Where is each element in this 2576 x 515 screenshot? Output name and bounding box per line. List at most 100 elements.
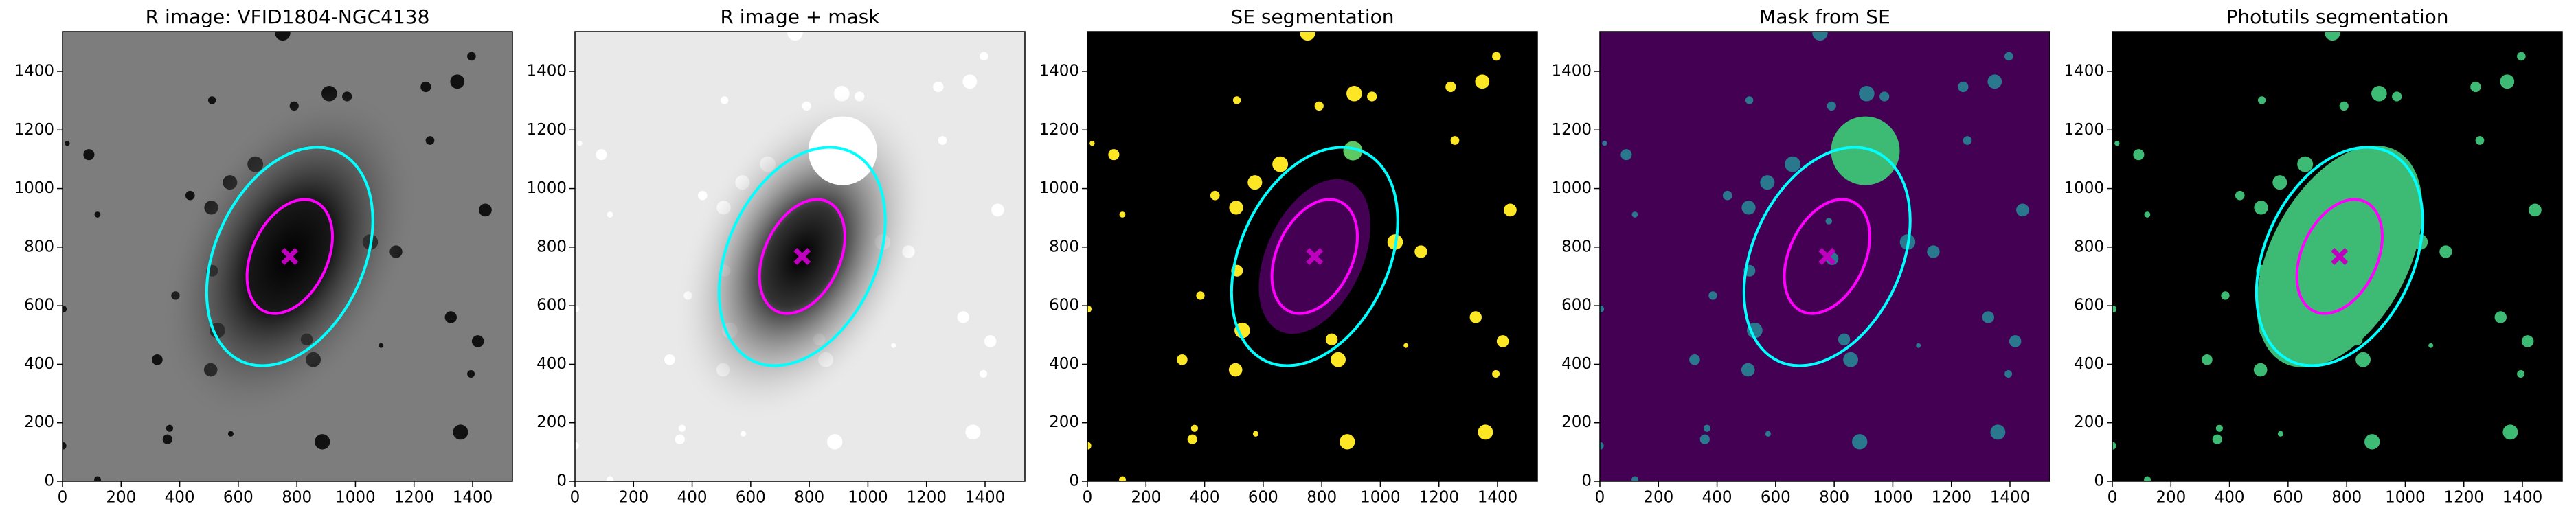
source <box>2215 424 2224 432</box>
source <box>152 354 163 365</box>
source <box>2212 434 2222 444</box>
source <box>2339 101 2349 111</box>
panel-title: Mask from SE <box>1759 5 1890 28</box>
source <box>1602 140 1607 146</box>
source <box>965 424 981 440</box>
x-tick-label: 400 <box>1190 489 1220 507</box>
axes-frame <box>1599 31 2050 482</box>
source <box>1414 245 1427 258</box>
segment <box>1343 141 1363 161</box>
source <box>65 140 70 146</box>
source <box>2475 136 2485 145</box>
x-tick-label: 0 <box>1595 489 1605 507</box>
x-tick-label: 1000 <box>1873 489 1913 507</box>
source <box>1982 311 1994 323</box>
y-tick-label: 600 <box>24 297 54 314</box>
source <box>94 476 101 481</box>
x-tick-label: 200 <box>2156 489 2186 507</box>
y-tick-label: 0 <box>556 472 567 490</box>
y-tick-label: 200 <box>1049 413 1079 431</box>
image <box>575 32 1025 481</box>
image <box>2112 32 2562 481</box>
source <box>1689 354 1700 365</box>
source <box>720 96 729 104</box>
outer-ellipse <box>1230 146 1399 367</box>
x-tick-label: 1000 <box>335 489 376 507</box>
source <box>1300 32 1315 41</box>
source <box>2254 201 2268 215</box>
source <box>1196 291 1205 300</box>
axes-frame <box>62 31 513 482</box>
y-tick-label: 0 <box>1581 472 1592 490</box>
source <box>664 354 675 365</box>
source <box>2112 442 2116 450</box>
panel: R image + mask 0 200 400 600 800 1000 1200 1400 0… <box>526 5 1026 507</box>
source <box>471 335 484 347</box>
source <box>2371 85 2387 102</box>
y-tick-label: 400 <box>1561 355 1592 373</box>
source <box>2277 431 2283 437</box>
panel: SE segmentation 0 200 400 600 800 1000 1200 1400… <box>1039 5 1538 507</box>
image <box>1600 32 2050 481</box>
x-tick-label: 600 <box>1248 489 1278 507</box>
source <box>1859 85 1875 102</box>
source <box>980 370 988 378</box>
source <box>1247 175 1263 190</box>
x-tick-label: 800 <box>794 489 824 507</box>
source <box>1631 476 1638 481</box>
source <box>1187 434 1197 444</box>
source <box>2392 91 2402 102</box>
source <box>1963 136 1972 145</box>
inner-ellipse <box>1270 198 1359 315</box>
source <box>227 431 234 437</box>
x-tick-label: 1400 <box>2502 489 2543 507</box>
outer-ellipse <box>717 146 887 367</box>
source <box>275 32 291 41</box>
source <box>1812 32 1828 41</box>
source <box>1745 96 1754 104</box>
source <box>596 149 607 161</box>
source <box>379 343 384 348</box>
y-tick-label: 800 <box>1049 238 1079 255</box>
image <box>1087 32 1537 481</box>
outer-ellipse <box>205 146 374 367</box>
source <box>2325 32 2340 41</box>
y-tick-label: 200 <box>1561 413 1592 431</box>
source <box>697 190 708 201</box>
source <box>1119 476 1126 481</box>
x-tick-label: 200 <box>1643 489 1673 507</box>
source <box>207 96 216 104</box>
x-tick-label: 1400 <box>453 489 493 507</box>
x-tick-label: 1400 <box>1990 489 2031 507</box>
x-tick-label: 400 <box>165 489 195 507</box>
x-tick-label: 800 <box>282 489 312 507</box>
y-tick-label: 400 <box>536 355 567 373</box>
y-tick-label: 400 <box>1049 355 1079 373</box>
source <box>2521 335 2534 347</box>
y-tick-label: 200 <box>536 413 567 431</box>
x-tick-label: 600 <box>223 489 253 507</box>
center-marker <box>281 248 299 265</box>
x-tick-label: 200 <box>1131 489 1161 507</box>
x-tick-label: 1000 <box>2385 489 2426 507</box>
source <box>575 442 579 450</box>
source <box>2004 370 2013 378</box>
source <box>2144 211 2151 218</box>
y-tick-label: 600 <box>1049 297 1079 314</box>
y-tick-label: 600 <box>1561 297 1592 314</box>
source <box>1234 322 1250 339</box>
source <box>607 211 613 218</box>
source <box>1210 190 1220 201</box>
source <box>94 211 101 218</box>
y-tick-label: 0 <box>1069 472 1079 490</box>
source <box>2517 370 2525 378</box>
source <box>2004 52 2013 61</box>
center-marker <box>1818 248 1836 265</box>
inner-ellipse <box>245 198 334 315</box>
y-tick-label: 600 <box>2074 297 2104 314</box>
source <box>2221 291 2230 300</box>
source <box>891 343 896 348</box>
source <box>2016 203 2029 217</box>
y-tick-label: 800 <box>1561 238 1592 255</box>
